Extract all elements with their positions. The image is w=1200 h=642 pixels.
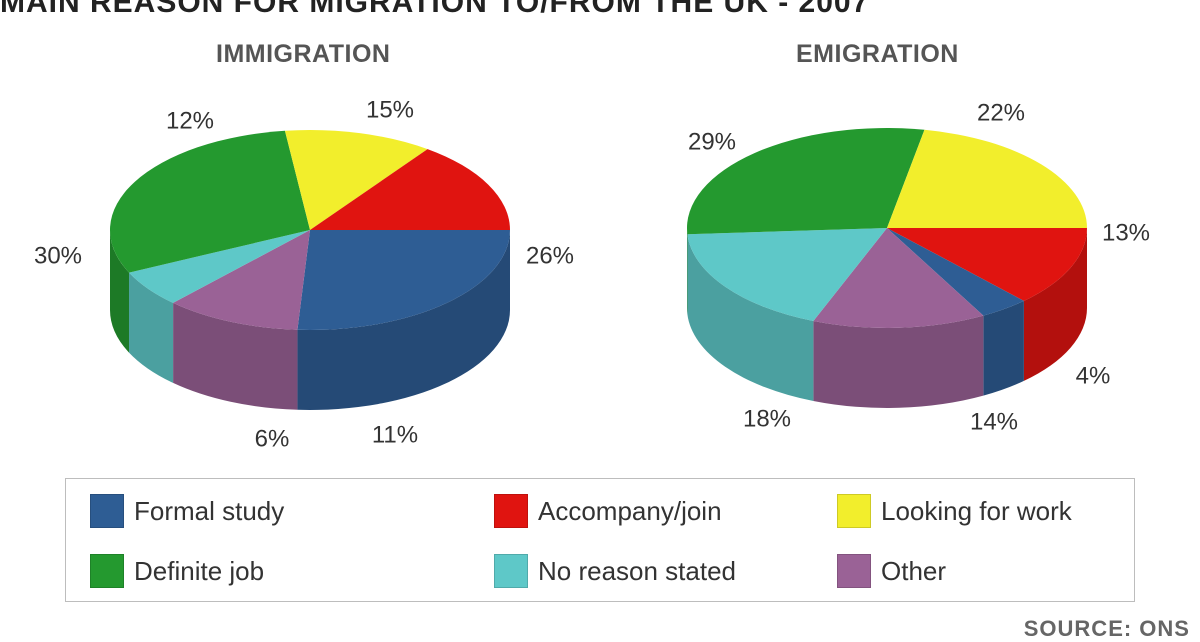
- immigration-label-formal-study: 26%: [526, 242, 574, 269]
- pie-charts: 26% 11% 6% 30% 12% 15% 13% 4% 14% 18% 29% 22%: [0, 0, 1200, 470]
- legend-label-looking-for-work: Looking for work: [881, 496, 1072, 527]
- legend-label-definite-job: Definite job: [134, 556, 264, 587]
- legend-item-accompany-join: Accompany/join: [494, 493, 722, 529]
- emigration-label-no-reason-stated: 18%: [743, 405, 791, 432]
- emigration-pie: 13% 4% 14% 18% 29% 22%: [687, 99, 1150, 435]
- legend-swatch-definite-job: [90, 554, 124, 588]
- immigration-label-no-reason-stated: 6%: [255, 425, 290, 452]
- emigration-label-formal-study: 4%: [1076, 362, 1111, 389]
- legend-item-no-reason-stated: No reason stated: [494, 553, 736, 589]
- legend-swatch-accompany-join: [494, 494, 528, 528]
- emigration-label-accompany-join: 13%: [1102, 219, 1150, 246]
- legend-item-other: Other: [837, 553, 946, 589]
- immigration-label-accompany-join: 15%: [366, 96, 414, 123]
- legend-item-definite-job: Definite job: [90, 553, 264, 589]
- legend-item-formal-study: Formal study: [90, 493, 284, 529]
- immigration-label-looking-for-work: 12%: [166, 107, 214, 134]
- legend-label-other: Other: [881, 556, 946, 587]
- emigration-side-other: [813, 316, 983, 408]
- immigration-pie: 26% 11% 6% 30% 12% 15%: [34, 96, 574, 452]
- legend: Formal study Accompany/join Looking for wo…: [65, 478, 1135, 602]
- immigration-label-other: 11%: [372, 421, 418, 448]
- legend-label-formal-study: Formal study: [134, 496, 284, 527]
- legend-swatch-formal-study: [90, 494, 124, 528]
- legend-swatch-other: [837, 554, 871, 588]
- emigration-label-definite-job: 29%: [688, 128, 736, 155]
- legend-swatch-looking-for-work: [837, 494, 871, 528]
- emigration-side-formal-study: [983, 301, 1024, 396]
- emigration-label-other: 14%: [970, 408, 1018, 435]
- emigration-label-looking-for-work: 22%: [977, 99, 1025, 126]
- source-note: SOURCE: ONS: [1024, 616, 1190, 642]
- legend-label-accompany-join: Accompany/join: [538, 496, 722, 527]
- legend-item-looking-for-work: Looking for work: [837, 493, 1072, 529]
- legend-swatch-no-reason-stated: [494, 554, 528, 588]
- immigration-label-definite-job: 30%: [34, 242, 82, 269]
- legend-label-no-reason-stated: No reason stated: [538, 556, 736, 587]
